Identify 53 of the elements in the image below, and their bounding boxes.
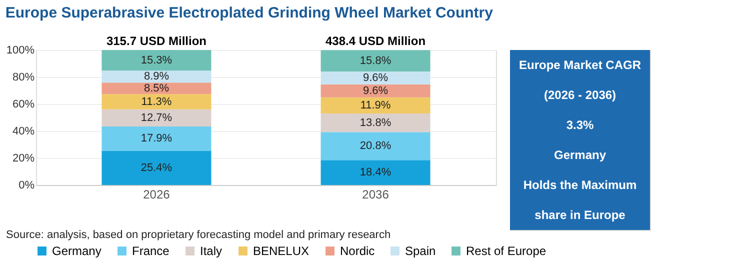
data-label: 18.4% — [360, 166, 392, 179]
annotation: 315.7 USD Million — [106, 34, 206, 48]
data-label: 8.9% — [144, 70, 170, 83]
text: Germany — [554, 148, 606, 162]
text: (2026 - 2036) — [544, 88, 616, 102]
bar — [320, 84, 430, 98]
data-label: 13.8% — [360, 116, 392, 129]
text: share in Europe — [534, 208, 626, 222]
chart-title: Europe Superabrasive Electroplated Grinding Wheel Market Country — [5, 4, 494, 22]
legend-label: Italy — [200, 244, 222, 258]
data-label: 20.8% — [360, 140, 392, 152]
data-label: 12.7% — [140, 112, 172, 124]
bar — [320, 50, 430, 72]
legend-label: Rest of Europe — [466, 244, 546, 258]
bar — [102, 82, 212, 94]
y-tick-label: 80% — [12, 72, 35, 84]
bar — [320, 132, 430, 160]
data-label: 15.3% — [140, 54, 172, 66]
bar — [102, 126, 212, 151]
data-label: 8.5% — [144, 82, 170, 94]
data-label: 11.3% — [141, 96, 172, 108]
y-tick-label: 60% — [12, 98, 35, 110]
bar — [102, 94, 212, 110]
legend-label: BENELUX — [253, 244, 310, 258]
x-tick-label: 2026 — [143, 188, 170, 202]
data-label: 11.9% — [360, 99, 391, 112]
legend-label: Germany — [52, 244, 102, 258]
bar — [102, 50, 212, 71]
source-note: Source: analysis, based on proprietary forecasting model and primary research — [6, 229, 391, 241]
bar — [102, 70, 212, 83]
data-label: 15.8% — [360, 54, 392, 67]
bar — [320, 113, 430, 132]
y-tick-label: 20% — [12, 152, 35, 164]
bar — [320, 160, 430, 185]
y-tick-label: 100% — [6, 44, 35, 56]
data-label: 9.6% — [362, 84, 388, 97]
text: Europe Market CAGR — [518, 58, 642, 72]
bar — [320, 71, 430, 84]
bar — [320, 97, 430, 114]
bar — [102, 109, 212, 127]
text: Holds the Maximum — [523, 178, 637, 192]
legend-label: Nordic — [340, 244, 375, 258]
legend-label: France — [132, 244, 170, 258]
legend-label: Spain — [405, 244, 436, 258]
y-tick-label: 40% — [12, 126, 35, 138]
text: 3.3% — [566, 118, 594, 132]
data-label: 25.4% — [140, 162, 172, 174]
bar — [102, 150, 212, 185]
annotation: 438.4 USD Million — [326, 34, 426, 48]
data-label: 17.9% — [140, 132, 172, 145]
data-label: 9.6% — [362, 72, 388, 84]
y-tick-label: 0% — [18, 180, 35, 192]
x-tick-label: 2036 — [362, 188, 390, 202]
